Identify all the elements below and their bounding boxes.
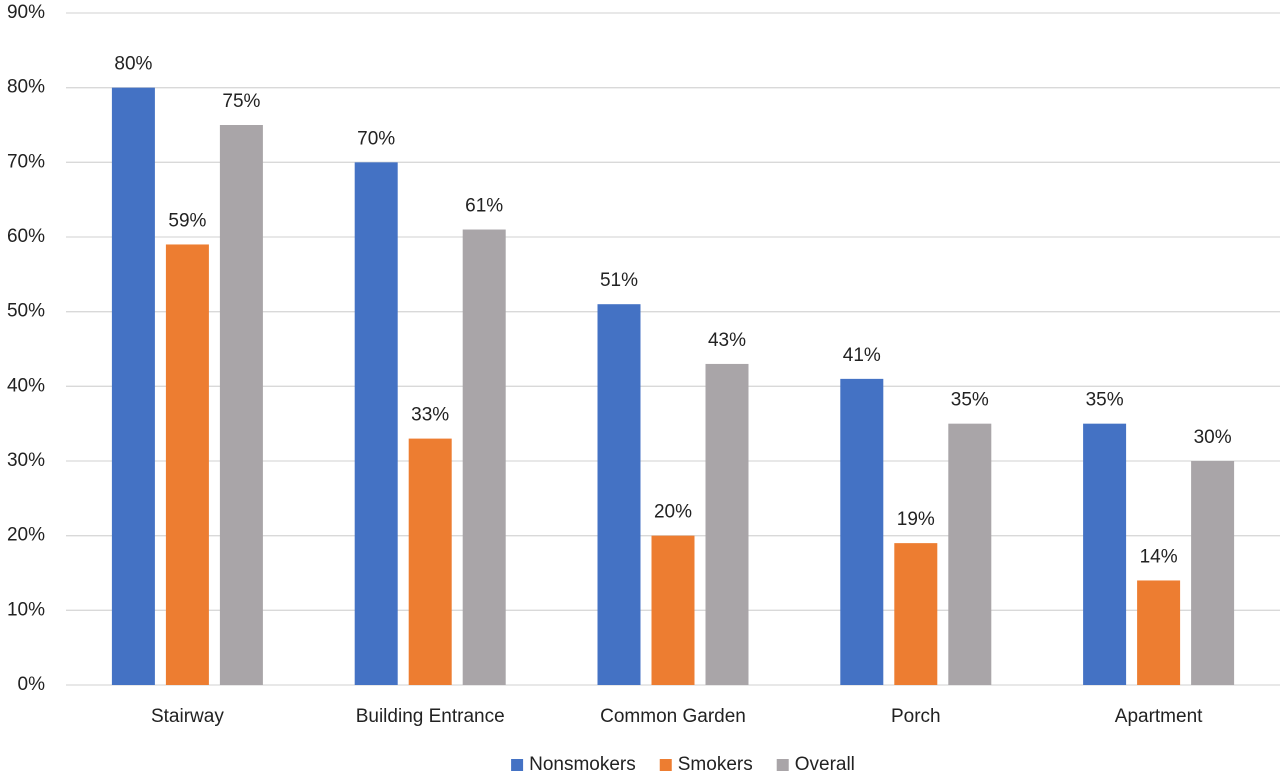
y-tick-label: 50% <box>7 301 45 322</box>
y-tick-label: 70% <box>7 151 45 172</box>
bar <box>840 378 884 685</box>
y-tick-label: 30% <box>7 450 45 471</box>
bar <box>1083 423 1127 685</box>
bar <box>651 535 695 685</box>
value-label: 61% <box>465 196 503 217</box>
bar <box>1191 461 1235 685</box>
value-label: 35% <box>951 390 989 411</box>
value-label: 33% <box>411 405 449 426</box>
bar <box>894 543 938 685</box>
y-tick-label: 20% <box>7 525 45 546</box>
y-tick-label: 80% <box>7 77 45 98</box>
y-tick-label: 40% <box>7 375 45 396</box>
x-tick-label: Apartment <box>1115 706 1203 727</box>
bar <box>462 229 506 686</box>
value-label: 19% <box>897 509 935 530</box>
legend-label: Nonsmokers <box>529 754 636 775</box>
value-label: 20% <box>654 502 692 523</box>
bar <box>948 423 992 685</box>
value-label: 51% <box>600 270 638 291</box>
bar <box>705 363 749 685</box>
value-label: 35% <box>1086 390 1124 411</box>
x-tick-label: Porch <box>891 706 941 727</box>
y-tick-label: 90% <box>7 2 45 23</box>
value-label: 75% <box>222 91 260 112</box>
value-label: 41% <box>843 345 881 366</box>
y-tick-label: 10% <box>7 599 45 620</box>
value-label: 43% <box>708 330 746 351</box>
x-tick-label: Stairway <box>151 706 224 727</box>
value-label: 80% <box>114 54 152 75</box>
bar <box>165 244 209 685</box>
legend-label: Overall <box>795 754 855 775</box>
x-tick-label: Common Garden <box>600 706 746 727</box>
value-label: 70% <box>357 128 395 149</box>
bar <box>597 304 641 685</box>
value-label: 30% <box>1194 427 1232 448</box>
y-tick-label: 60% <box>7 226 45 247</box>
bar <box>111 87 155 685</box>
value-label: 14% <box>1140 546 1178 567</box>
y-tick-label: 0% <box>18 674 46 695</box>
bar <box>408 438 452 685</box>
bar <box>219 125 263 685</box>
legend-swatch <box>659 759 672 771</box>
value-label: 59% <box>168 210 206 231</box>
legend-swatch <box>776 759 789 771</box>
x-tick-label: Building Entrance <box>356 706 505 727</box>
legend-label: Smokers <box>678 754 753 775</box>
bar <box>354 162 398 686</box>
bar <box>1137 580 1181 685</box>
legend-swatch <box>511 759 524 771</box>
